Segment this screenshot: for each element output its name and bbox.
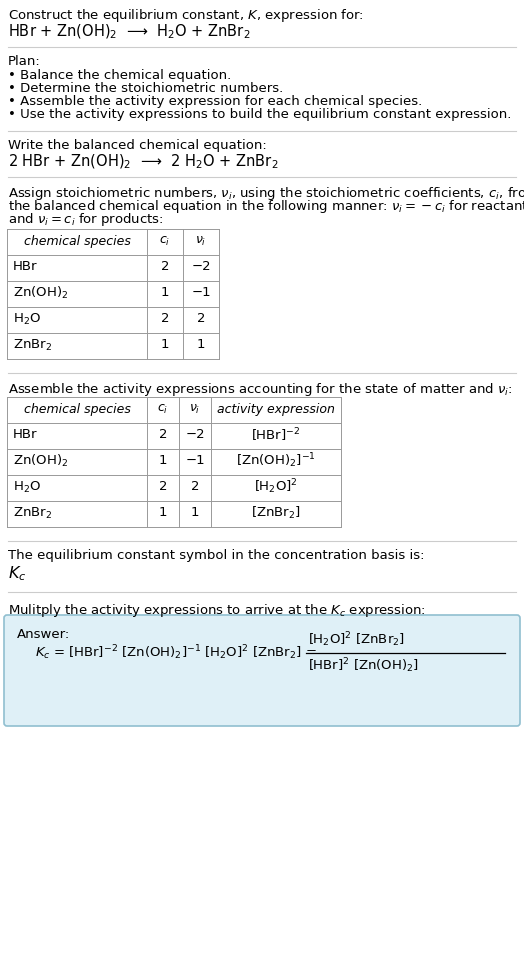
Text: 1: 1 xyxy=(159,455,167,467)
Text: • Determine the stoichiometric numbers.: • Determine the stoichiometric numbers. xyxy=(8,82,283,95)
Text: HBr: HBr xyxy=(13,429,38,441)
Text: and $\nu_i = c_i$ for products:: and $\nu_i = c_i$ for products: xyxy=(8,211,163,228)
Text: HBr + Zn(OH)$_2$  ⟶  H$_2$O + ZnBr$_2$: HBr + Zn(OH)$_2$ ⟶ H$_2$O + ZnBr$_2$ xyxy=(8,23,250,41)
Text: $K_c$ = [HBr]$^{-2}$ [Zn(OH)$_2$]$^{-1}$ [H$_2$O]$^2$ [ZnBr$_2$] =: $K_c$ = [HBr]$^{-2}$ [Zn(OH)$_2$]$^{-1}$… xyxy=(35,643,316,663)
Text: [HBr]$^2$ [Zn(OH)$_2$]: [HBr]$^2$ [Zn(OH)$_2$] xyxy=(308,657,419,675)
Text: chemical species: chemical species xyxy=(24,235,130,247)
Text: ZnBr$_2$: ZnBr$_2$ xyxy=(13,505,52,521)
Text: activity expression: activity expression xyxy=(217,403,335,415)
Text: 1: 1 xyxy=(196,339,205,352)
Text: Zn(OH)$_2$: Zn(OH)$_2$ xyxy=(13,453,68,469)
Text: $c_i$: $c_i$ xyxy=(157,403,169,415)
Text: • Assemble the activity expression for each chemical species.: • Assemble the activity expression for e… xyxy=(8,95,422,108)
Text: [Zn(OH)$_2$]$^{-1}$: [Zn(OH)$_2$]$^{-1}$ xyxy=(236,452,316,470)
Text: ZnBr$_2$: ZnBr$_2$ xyxy=(13,338,52,353)
Text: Answer:: Answer: xyxy=(17,628,70,641)
Text: Zn(OH)$_2$: Zn(OH)$_2$ xyxy=(13,285,68,301)
Text: 2 HBr + Zn(OH)$_2$  ⟶  2 H$_2$O + ZnBr$_2$: 2 HBr + Zn(OH)$_2$ ⟶ 2 H$_2$O + ZnBr$_2$ xyxy=(8,153,278,172)
Text: −2: −2 xyxy=(185,429,205,441)
Text: $\nu_i$: $\nu_i$ xyxy=(195,234,206,247)
Text: Write the balanced chemical equation:: Write the balanced chemical equation: xyxy=(8,139,267,152)
Text: 2: 2 xyxy=(191,480,199,494)
FancyBboxPatch shape xyxy=(4,615,520,726)
Text: 1: 1 xyxy=(161,339,169,352)
Text: chemical species: chemical species xyxy=(24,403,130,415)
Text: 2: 2 xyxy=(159,480,167,494)
Text: • Use the activity expressions to build the equilibrium constant expression.: • Use the activity expressions to build … xyxy=(8,108,511,121)
Text: Plan:: Plan: xyxy=(8,55,41,68)
Text: Mulitply the activity expressions to arrive at the $K_c$ expression:: Mulitply the activity expressions to arr… xyxy=(8,602,426,619)
Text: HBr: HBr xyxy=(13,261,38,273)
Text: $K_c$: $K_c$ xyxy=(8,564,26,583)
Text: $\nu_i$: $\nu_i$ xyxy=(189,403,201,415)
Text: [ZnBr$_2$]: [ZnBr$_2$] xyxy=(251,505,301,521)
Text: −2: −2 xyxy=(191,261,211,273)
Text: Assemble the activity expressions accounting for the state of matter and $\nu_i$: Assemble the activity expressions accoun… xyxy=(8,381,512,398)
Text: • Balance the chemical equation.: • Balance the chemical equation. xyxy=(8,69,231,82)
Text: −1: −1 xyxy=(185,455,205,467)
Text: The equilibrium constant symbol in the concentration basis is:: The equilibrium constant symbol in the c… xyxy=(8,549,424,562)
Text: 2: 2 xyxy=(161,313,169,325)
Text: H$_2$O: H$_2$O xyxy=(13,312,41,327)
Text: Assign stoichiometric numbers, $\nu_i$, using the stoichiometric coefficients, $: Assign stoichiometric numbers, $\nu_i$, … xyxy=(8,185,524,202)
Text: 1: 1 xyxy=(161,287,169,299)
Text: 1: 1 xyxy=(191,506,199,520)
Text: H$_2$O: H$_2$O xyxy=(13,480,41,495)
Text: the balanced chemical equation in the following manner: $\nu_i = -c_i$ for react: the balanced chemical equation in the fo… xyxy=(8,198,524,215)
Text: Construct the equilibrium constant, $K$, expression for:: Construct the equilibrium constant, $K$,… xyxy=(8,7,364,24)
Text: $c_i$: $c_i$ xyxy=(159,234,171,247)
Text: [HBr]$^{-2}$: [HBr]$^{-2}$ xyxy=(252,426,301,444)
Text: [H$_2$O]$^2$ [ZnBr$_2$]: [H$_2$O]$^2$ [ZnBr$_2$] xyxy=(308,631,405,649)
Text: 1: 1 xyxy=(159,506,167,520)
Text: 2: 2 xyxy=(196,313,205,325)
Text: −1: −1 xyxy=(191,287,211,299)
Text: 2: 2 xyxy=(159,429,167,441)
Text: [H$_2$O]$^2$: [H$_2$O]$^2$ xyxy=(254,478,298,497)
Text: 2: 2 xyxy=(161,261,169,273)
